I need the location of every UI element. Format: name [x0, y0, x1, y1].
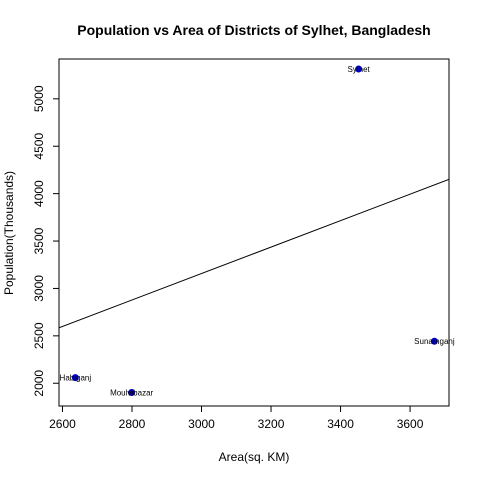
- regression-line: [59, 178, 449, 329]
- x-axis-label: Area(sq. KM): [219, 450, 290, 464]
- data-point-label: Habiganj: [60, 374, 92, 383]
- data-point-label: Sylhet: [348, 65, 371, 74]
- y-tick-label: 2000: [32, 370, 46, 397]
- data-point-label: Sunamganj: [414, 337, 455, 346]
- y-tick-label: 5000: [32, 85, 46, 112]
- data-point: [355, 65, 363, 73]
- x-tick-label: 3600: [397, 417, 424, 431]
- y-tick-label: 2500: [32, 322, 46, 349]
- data-point-label: Moulvibazar: [110, 389, 153, 398]
- data-point: [128, 389, 136, 397]
- y-tick-label: 4000: [32, 180, 46, 207]
- y-tick-label: 4500: [32, 133, 46, 160]
- x-tick-label: 3000: [188, 417, 215, 431]
- x-tick-label: 3200: [258, 417, 285, 431]
- x-tick-label: 2600: [49, 417, 76, 431]
- data-point: [71, 374, 79, 382]
- x-tick-label: 2800: [119, 417, 146, 431]
- x-tick-label: 3400: [327, 417, 354, 431]
- data-point: [430, 337, 438, 345]
- y-tick-label: 3000: [32, 275, 46, 302]
- y-tick-label: 3500: [32, 227, 46, 254]
- chart-title: Population vs Area of Districts of Sylhe…: [77, 22, 430, 38]
- y-axis-label: Population(Thousands): [2, 171, 16, 295]
